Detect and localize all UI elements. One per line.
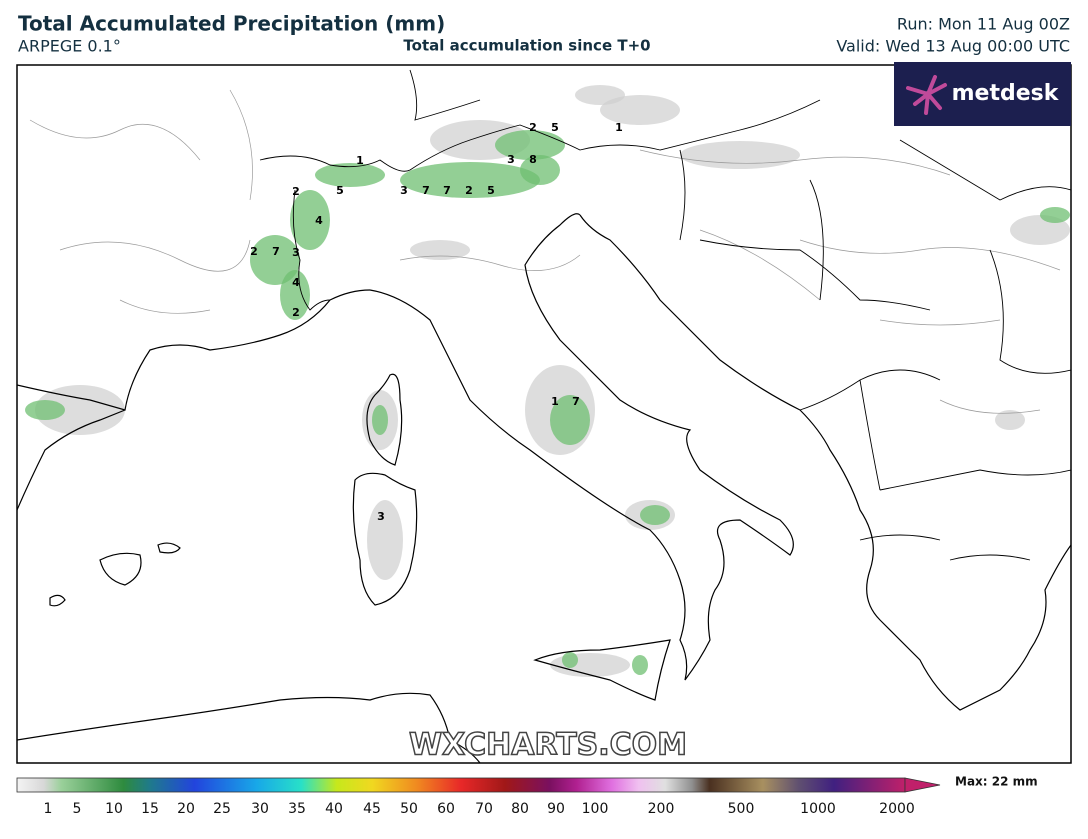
colorbar: [16, 777, 906, 793]
precip: [632, 655, 648, 675]
colorbar-tick-label: 500: [728, 801, 755, 817]
precip: [25, 400, 65, 420]
colorbar-tick-label: 45: [363, 801, 381, 817]
precip-label: 1: [615, 121, 623, 134]
colorbar-tick-label: 25: [213, 801, 231, 817]
precip-label: 4: [292, 276, 300, 289]
logo-icon: [906, 75, 947, 115]
precip-label: 3: [377, 510, 385, 523]
colorbar-tick-label: 40: [325, 801, 343, 817]
colorbar-tick-label: 10: [105, 801, 123, 817]
precip: [550, 395, 590, 445]
light-precip: [575, 85, 625, 105]
precip: [290, 190, 330, 250]
light-precip: [680, 141, 800, 169]
precip-label: 5: [551, 121, 559, 134]
precip: [280, 270, 310, 320]
colorbar-tick-label: 5: [73, 801, 82, 817]
colorbar-tick-label: 90: [547, 801, 565, 817]
valid: Valid: Wed 13 Aug 00:00 UTC: [836, 37, 1070, 56]
light-precip: [995, 410, 1025, 430]
colorbar-tick-label: 20: [177, 801, 195, 817]
title: Total Accumulated Precipitation (mm): [18, 12, 445, 36]
precip: [520, 155, 560, 185]
precip-label: 1: [356, 154, 364, 167]
colorbar-tick-label: 1000: [800, 801, 836, 817]
precip-label: 2: [292, 306, 300, 319]
precip-label: 5: [336, 184, 344, 197]
light-precip: [35, 385, 125, 435]
precip: [562, 652, 578, 668]
light-precip: [410, 240, 470, 260]
precip: [640, 505, 670, 525]
precip-label: 7: [422, 184, 430, 197]
precip-label: 3: [400, 184, 408, 197]
precip-label: 7: [272, 245, 280, 258]
subtitle: Total accumulation since T+0: [403, 37, 650, 55]
precip-label: 2: [250, 245, 258, 258]
colorbar-tick-label: 50: [400, 801, 418, 817]
precip: [250, 235, 300, 285]
colorbar-tick-label: 35: [288, 801, 306, 817]
colorbar-tick-label: 60: [437, 801, 455, 817]
precip-label: 2: [292, 185, 300, 198]
precip: [372, 405, 388, 435]
precip-label: 3: [292, 246, 300, 259]
precip-label: 3: [507, 153, 515, 166]
precip-label: 7: [443, 184, 451, 197]
precip: [400, 162, 540, 198]
light-precip: [550, 653, 630, 677]
precip-label: 7: [572, 395, 580, 408]
colorbar-tick-label: 80: [511, 801, 529, 817]
colorbar-tick-label: 70: [475, 801, 493, 817]
precip: [495, 130, 565, 160]
logo-text: metdesk: [952, 81, 1060, 106]
colorbar-tick-label: 100: [582, 801, 609, 817]
model: ARPEGE 0.1°: [18, 37, 121, 56]
colorbar-tick-label: 2000: [879, 801, 915, 817]
precip-label: 4: [315, 214, 323, 227]
run: Run: Mon 11 Aug 00Z: [897, 15, 1070, 34]
light-precip: [367, 500, 403, 580]
precip: [1040, 207, 1070, 223]
precip-label: 5: [487, 184, 495, 197]
colorbar-arrow: [904, 777, 941, 793]
precip-label: 1: [551, 395, 559, 408]
max-label: Max: 22 mm: [955, 775, 1038, 789]
colorbar-tick-label: 30: [251, 801, 269, 817]
precip: [315, 163, 385, 187]
colorbar-tick-label: 15: [141, 801, 159, 817]
colorbar-tick-label: 1: [44, 801, 53, 817]
colorbar-tick-label: 200: [648, 801, 675, 817]
watermark: WXCHARTS.COM: [409, 728, 687, 763]
precip-label: 2: [529, 121, 537, 134]
precip-label: 2: [465, 184, 473, 197]
precip-label: 8: [529, 153, 537, 166]
light-precip: [600, 95, 680, 125]
